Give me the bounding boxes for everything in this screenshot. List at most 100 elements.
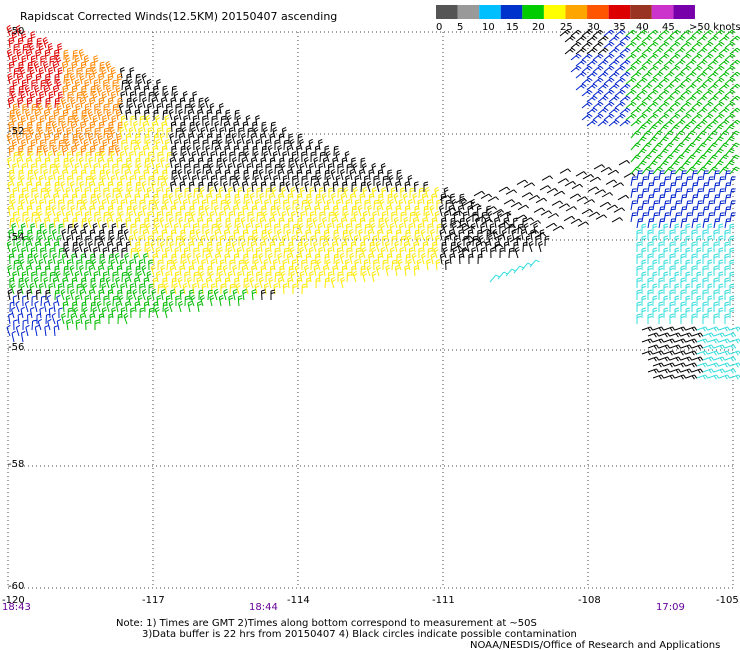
wind-barb bbox=[680, 113, 692, 121]
wind-barb bbox=[89, 97, 95, 109]
wind-barb bbox=[44, 157, 50, 169]
wind-barb bbox=[11, 55, 18, 67]
wind-barb bbox=[636, 170, 643, 181]
wind-barb bbox=[17, 97, 23, 109]
wind-barb bbox=[144, 133, 150, 145]
wind-barb bbox=[91, 66, 98, 79]
wind-barb bbox=[696, 59, 708, 67]
wind-barb bbox=[674, 107, 686, 115]
wind-barb bbox=[647, 344, 660, 350]
wind-barb bbox=[707, 259, 713, 270]
wind-barb bbox=[663, 247, 669, 258]
wind-barb bbox=[79, 72, 85, 85]
wind-barb bbox=[702, 241, 708, 252]
wind-barb bbox=[76, 151, 81, 163]
wind-barb bbox=[636, 101, 648, 109]
wind-barb bbox=[146, 162, 152, 175]
wind-barb bbox=[702, 229, 708, 240]
wind-barb bbox=[499, 247, 505, 259]
wind-barb bbox=[71, 85, 77, 97]
wind-barb bbox=[685, 307, 691, 318]
wind-barb bbox=[729, 212, 736, 223]
wind-barb bbox=[160, 97, 166, 109]
wind-barb bbox=[52, 168, 58, 181]
wind-barb bbox=[244, 150, 250, 163]
wind-barb bbox=[396, 169, 402, 181]
wind-barb bbox=[669, 53, 681, 61]
wind-barb bbox=[674, 83, 686, 91]
wind-barb bbox=[641, 223, 647, 234]
wind-barb bbox=[133, 169, 139, 181]
wind-barb bbox=[48, 91, 54, 103]
wind-barb bbox=[436, 199, 441, 211]
wind-barb bbox=[652, 247, 658, 258]
wind-barb bbox=[680, 332, 693, 338]
wind-barb bbox=[674, 71, 686, 79]
wind-barb bbox=[157, 151, 163, 162]
wind-barb bbox=[67, 175, 72, 187]
wind-barb bbox=[680, 136, 691, 145]
wind-barb bbox=[641, 107, 653, 115]
wind-barb bbox=[164, 114, 170, 127]
wind-barb bbox=[391, 211, 396, 223]
wind-barb bbox=[10, 174, 16, 187]
wind-barb bbox=[172, 150, 178, 163]
wind-barb bbox=[78, 132, 85, 145]
wind-barb bbox=[630, 188, 637, 199]
wind-barb bbox=[280, 162, 286, 175]
wind-barb bbox=[718, 83, 730, 91]
wind-barb bbox=[288, 133, 293, 145]
wind-barb bbox=[168, 108, 174, 121]
wind-barb bbox=[669, 170, 676, 181]
wind-barb bbox=[707, 47, 719, 55]
wind-barb bbox=[551, 200, 564, 206]
wind-barb bbox=[707, 326, 720, 332]
wind-barb bbox=[729, 47, 740, 55]
wind-barb bbox=[663, 374, 676, 380]
wind-barb bbox=[67, 115, 73, 127]
wind-barb bbox=[80, 121, 86, 133]
wind-barb bbox=[49, 55, 55, 67]
wind-barb bbox=[151, 121, 157, 133]
wind-barb bbox=[143, 169, 149, 181]
wind-barb bbox=[647, 368, 660, 374]
wind-barb bbox=[685, 247, 691, 258]
wind-barb bbox=[62, 109, 68, 121]
wind-barb bbox=[636, 124, 647, 133]
wind-barb bbox=[658, 368, 671, 374]
wind-barb bbox=[107, 157, 113, 169]
wind-barb bbox=[718, 154, 729, 163]
wind-barb bbox=[729, 35, 740, 43]
wind-barb bbox=[669, 332, 682, 338]
wind-barb bbox=[641, 142, 652, 151]
wind-barb bbox=[685, 95, 697, 103]
wind-barb bbox=[617, 194, 630, 201]
wind-barb bbox=[105, 84, 112, 97]
wind-barb bbox=[647, 101, 659, 109]
wind-barb bbox=[630, 200, 637, 211]
wind-barb bbox=[641, 259, 647, 270]
wind-barb bbox=[696, 295, 702, 306]
wind-barb bbox=[674, 271, 680, 282]
wind-barb bbox=[564, 47, 576, 55]
wind-barb bbox=[696, 338, 709, 344]
wind-barb bbox=[685, 142, 696, 151]
wind-barb bbox=[61, 120, 67, 133]
wind-barb bbox=[31, 79, 37, 91]
wind-barb bbox=[34, 84, 40, 97]
wind-barb bbox=[696, 271, 702, 282]
wind-barb bbox=[117, 97, 123, 108]
wind-barb bbox=[540, 210, 553, 216]
wind-barb bbox=[601, 192, 614, 198]
wind-barb bbox=[90, 145, 95, 157]
wind-barb bbox=[669, 101, 681, 109]
wind-barb bbox=[253, 150, 259, 163]
wind-barb bbox=[489, 274, 500, 283]
lat-label-56: -56 bbox=[8, 342, 24, 353]
wind-barb bbox=[150, 156, 156, 169]
wind-barb bbox=[103, 127, 109, 139]
wind-barb bbox=[63, 157, 69, 169]
wind-barb bbox=[13, 151, 19, 163]
wind-barb bbox=[718, 107, 730, 115]
wind-barb bbox=[641, 295, 647, 306]
